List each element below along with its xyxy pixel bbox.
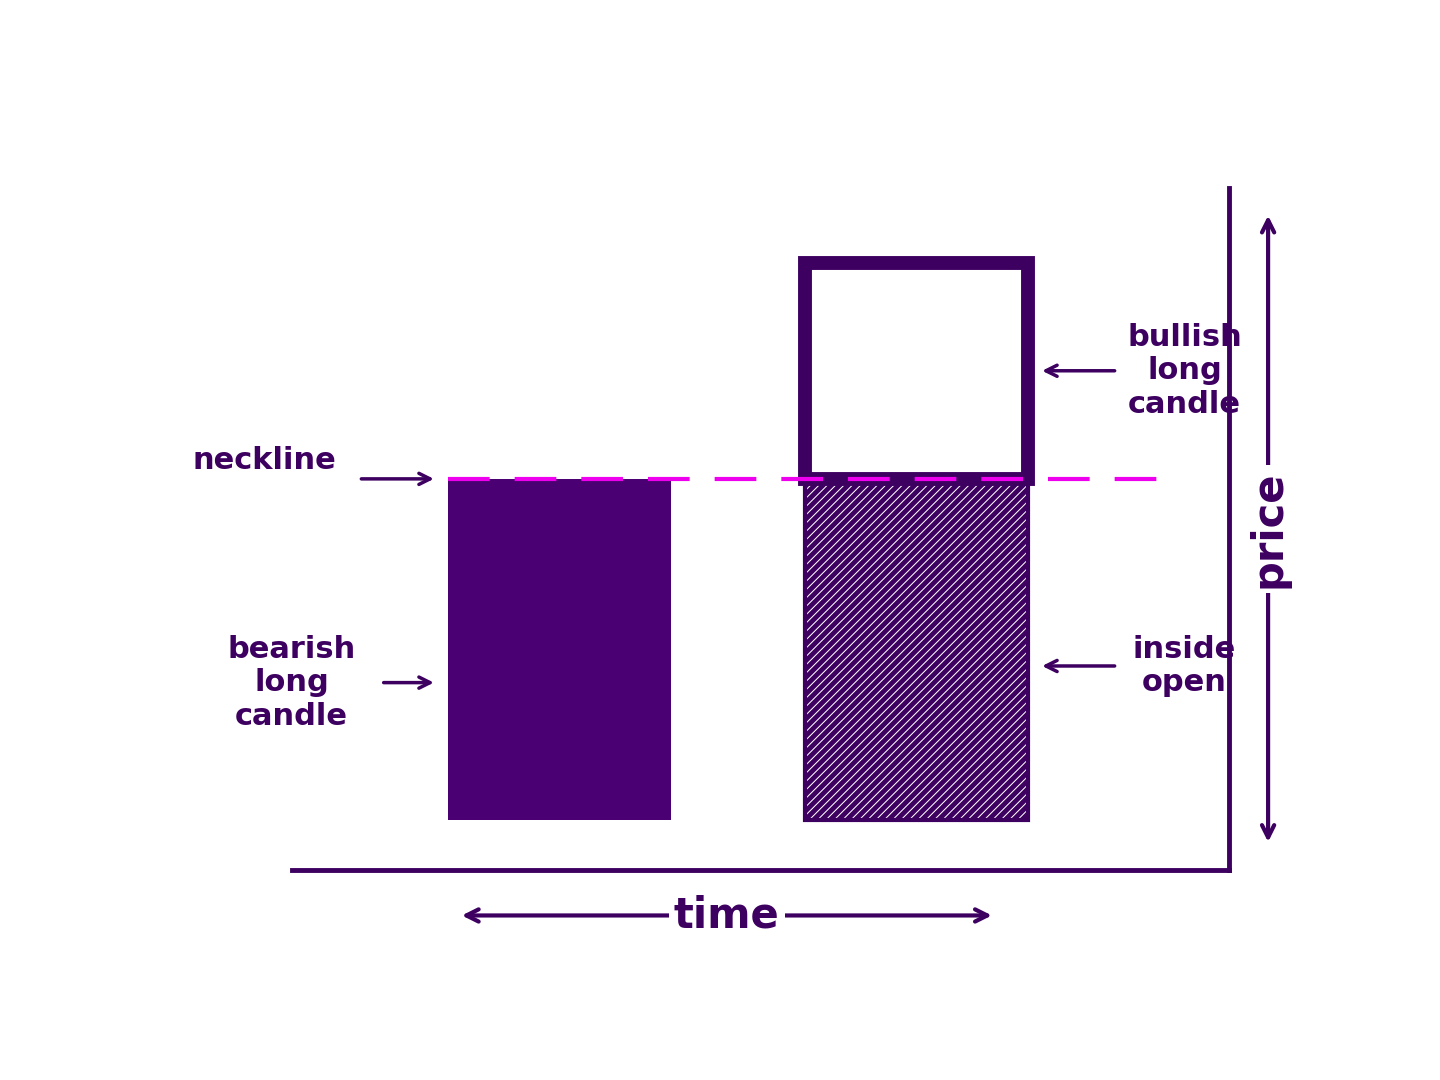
Text: time: time — [674, 894, 779, 936]
Bar — [805, 262, 1028, 478]
Text: inside
open: inside open — [1133, 635, 1236, 698]
Text: bullish
long
candle: bullish long candle — [1128, 323, 1241, 419]
Text: neckline: neckline — [193, 446, 337, 475]
Bar — [805, 478, 1028, 820]
Text: price: price — [1247, 470, 1289, 588]
Bar — [448, 478, 671, 820]
Text: bearish
long
candle: bearish long candle — [228, 635, 356, 731]
